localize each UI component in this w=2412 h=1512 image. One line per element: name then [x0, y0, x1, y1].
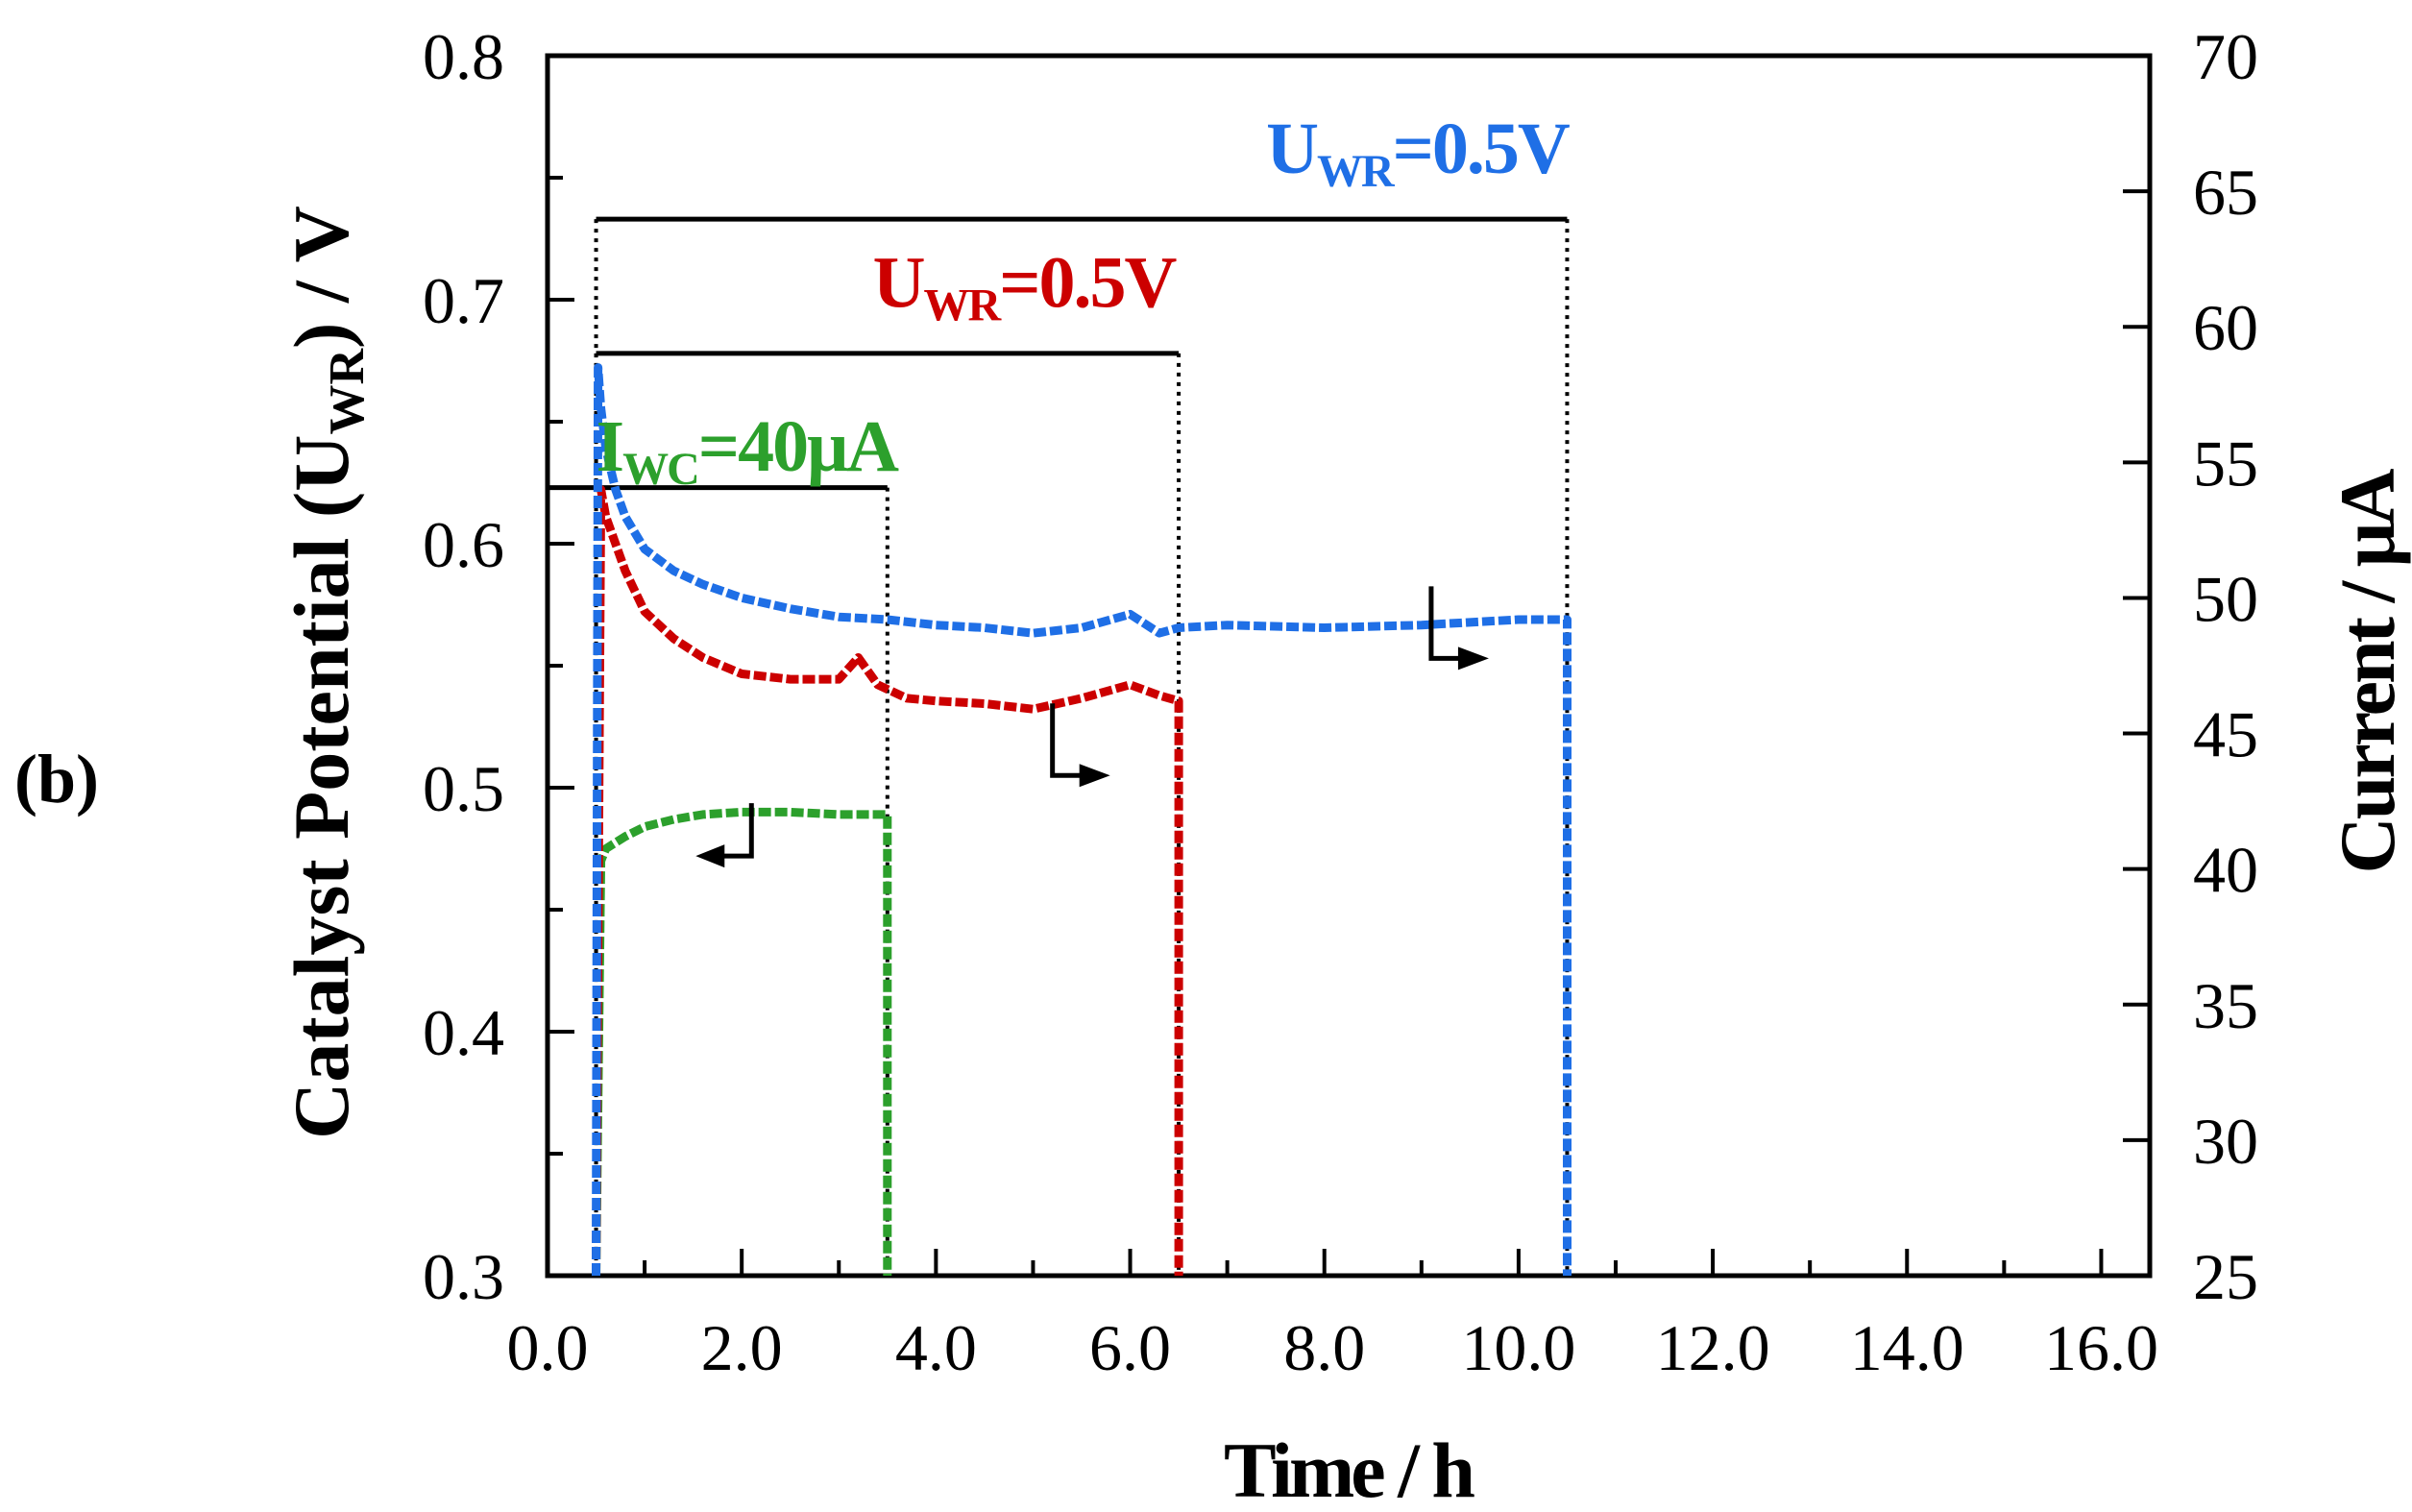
y-left-tick-label: 0.7	[423, 264, 504, 337]
y-right-tick-label: 40	[2193, 834, 2258, 907]
y-left-axis-title: Catalyst Potential (UWR) / V	[278, 206, 375, 1139]
y-left-tick-label: 0.5	[423, 752, 504, 825]
y-left-tick-label: 0.6	[423, 508, 504, 581]
blue-arrow-right-axis	[1428, 586, 1489, 671]
y-right-tick-label: 45	[2193, 698, 2258, 771]
arrow-shaft	[1050, 703, 1082, 778]
arrow-shaft	[1428, 586, 1460, 661]
plot-frame	[545, 53, 2153, 1279]
annotation-main: I	[597, 406, 623, 487]
annotation-subscript: WC	[622, 444, 698, 495]
x-tick-label: 6.0	[1089, 1311, 1171, 1384]
annotation-tail: =0.5V	[999, 243, 1177, 324]
arrow-head	[1079, 764, 1110, 788]
annotation-green: IWC=40μA	[597, 406, 900, 495]
y-right-axis-title: Current / μA	[2324, 469, 2411, 874]
annotation-red: UWR=0.5V	[873, 243, 1178, 331]
y-right-tick-label: 55	[2193, 427, 2258, 500]
annotation-blue: UWR=0.5V	[1266, 109, 1571, 197]
red-arrow-right-axis	[1050, 703, 1110, 788]
y-left-title-sub: WR	[320, 348, 375, 435]
annotation-tail: =0.5V	[1393, 109, 1571, 189]
annotation-tail: =40μA	[698, 406, 899, 487]
arrow-head	[1457, 646, 1489, 671]
y-right-tick-label: 60	[2193, 291, 2258, 364]
series-line-2	[592, 363, 1571, 1277]
x-tick-label: 16.0	[2044, 1311, 2158, 1384]
x-tick-label: 0.0	[507, 1311, 589, 1384]
x-tick-label: 8.0	[1283, 1311, 1365, 1384]
x-tick-label: 10.0	[1461, 1311, 1575, 1384]
annotation-main: U	[873, 243, 924, 324]
y-right-tick-label: 70	[2193, 20, 2258, 93]
y-left-tick-label: 0.3	[423, 1240, 504, 1313]
annotation-main: U	[1266, 109, 1317, 189]
tick-labels: 0.0 2.0 4.0 6.0 8.0 10.0 12.0 14.0 16.0 0.3 0.4 0.5…	[423, 20, 2258, 1384]
y-left-title-main: Catalyst Potential (U	[278, 435, 365, 1139]
series-line-0	[592, 807, 892, 1277]
x-tick-label: 12.0	[1656, 1311, 1770, 1384]
y-right-tick-label: 50	[2193, 562, 2258, 635]
y-right-tick-label: 30	[2193, 1105, 2258, 1178]
y-left-title-tail: ) / V	[278, 206, 365, 349]
arrow-head	[695, 844, 725, 868]
panel-label: (b)	[14, 741, 99, 817]
x-tick-label: 4.0	[895, 1311, 977, 1384]
protocol-brackets	[548, 216, 1570, 1276]
y-left-tick-label: 0.8	[423, 20, 504, 93]
series-line-1	[592, 485, 1183, 1277]
x-tick-label: 14.0	[1850, 1311, 1964, 1384]
axis-ticks	[546, 54, 2150, 1278]
axis-arrows	[695, 586, 1489, 868]
y-right-tick-label: 35	[2193, 969, 2258, 1042]
annotation-subscript: WR	[924, 280, 1003, 331]
annotation-subscript: WR	[1317, 146, 1396, 197]
arrow-shaft	[722, 803, 754, 859]
y-right-tick-label: 65	[2193, 156, 2258, 229]
y-left-tick-label: 0.4	[423, 996, 504, 1069]
x-axis-title: Time / h	[1224, 1427, 1474, 1512]
x-tick-label: 2.0	[701, 1311, 783, 1384]
data-series	[592, 363, 1571, 1277]
green-arrow-left-axis	[695, 803, 754, 868]
y-right-tick-label: 25	[2193, 1240, 2258, 1313]
